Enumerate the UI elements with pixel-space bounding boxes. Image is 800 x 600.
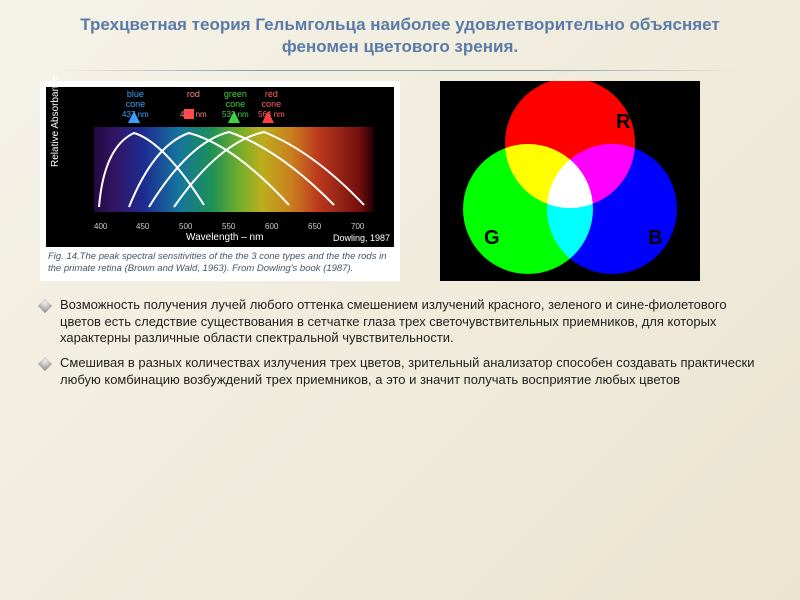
list-item: Возможность получения лучей любого оттен… [40, 297, 760, 347]
spectral-chart: Relative Absorbance bluecone437 nm rod49… [46, 87, 394, 247]
red-curve [174, 132, 364, 207]
rod-marker [184, 109, 194, 119]
title-divider [60, 70, 740, 71]
green-cone-marker [228, 111, 240, 123]
venn-label-b: B [648, 227, 662, 250]
bullet-marker-icon [38, 299, 52, 313]
spectral-figure: Relative Absorbance bluecone437 nm rod49… [40, 81, 400, 281]
bullet-text: Возможность получения лучей любого оттен… [60, 297, 760, 347]
blue-cone-marker [128, 111, 140, 123]
xtick: 700 [351, 222, 364, 231]
blue-curve [99, 133, 204, 207]
x-axis-label: Wavelength – nm [186, 232, 263, 243]
green-curve [149, 132, 334, 207]
figures-row: Relative Absorbance bluecone437 nm rod49… [0, 81, 800, 289]
bullet-text: Смешивая в разных количествах излучения … [60, 355, 760, 388]
y-axis-label: Relative Absorbance [50, 75, 61, 167]
xtick: 400 [94, 222, 107, 231]
venn-label-g: G [484, 227, 500, 250]
xtick: 500 [179, 222, 192, 231]
bullet-list: Возможность получения лучей любого оттен… [0, 289, 800, 388]
list-item: Смешивая в разных количествах излучения … [40, 355, 760, 388]
xtick: 600 [265, 222, 278, 231]
venn-circle-blue [547, 144, 677, 274]
xtick: 650 [308, 222, 321, 231]
venn-label-r: R [616, 111, 630, 134]
xtick: 550 [222, 222, 235, 231]
absorbance-curves [94, 127, 374, 212]
bullet-marker-icon [38, 357, 52, 371]
spectral-caption: Fig. 14.The peak spectral sensitivities … [46, 247, 394, 275]
xtick: 450 [136, 222, 149, 231]
rgb-venn-diagram: R G B [440, 81, 700, 281]
slide-title: Трехцветная теория Гельмгольца наиболее … [0, 0, 800, 66]
chart-source: Dowling, 1987 [333, 233, 390, 243]
red-cone-marker [262, 111, 274, 123]
